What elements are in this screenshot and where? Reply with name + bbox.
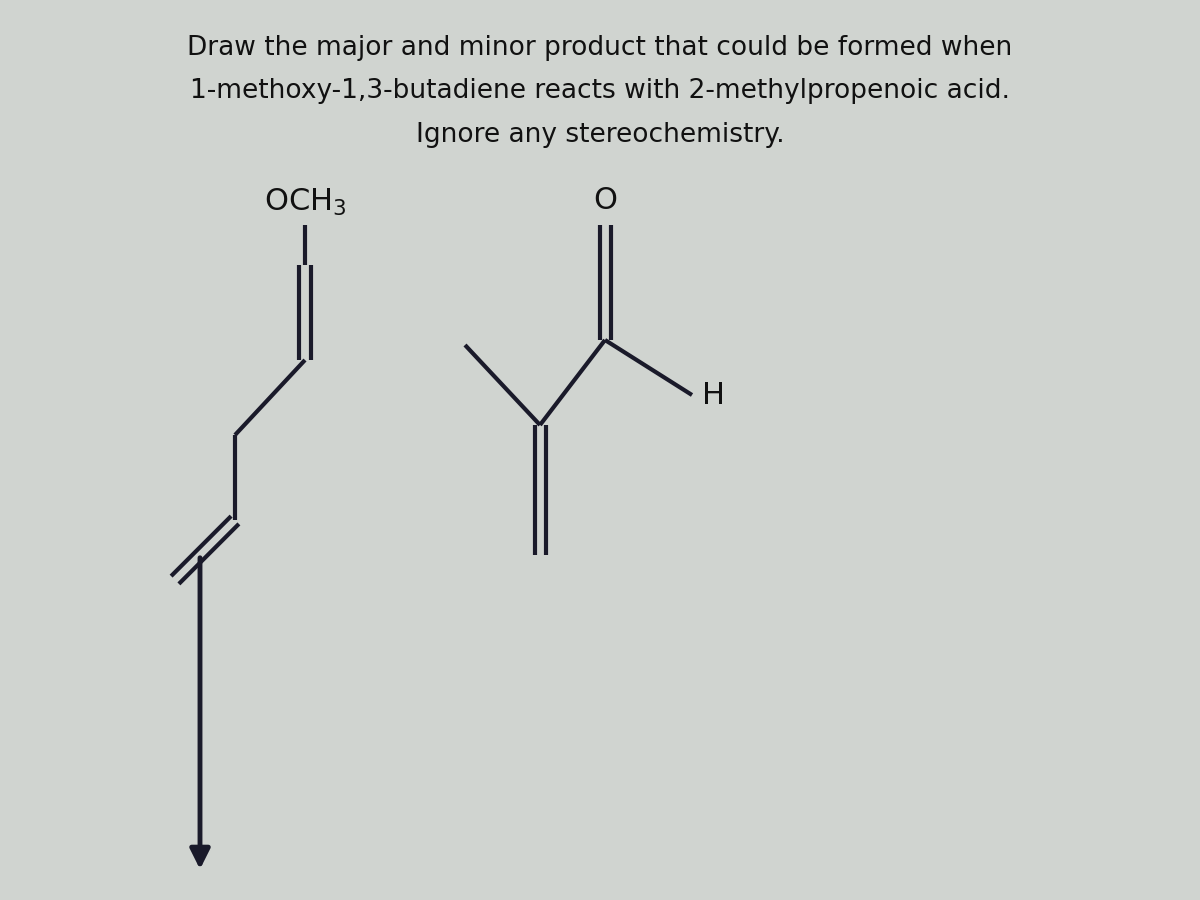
- Text: O: O: [593, 186, 617, 215]
- Text: OCH$_3$: OCH$_3$: [264, 187, 347, 218]
- Text: Draw the major and minor product that could be formed when: Draw the major and minor product that co…: [187, 35, 1013, 61]
- Text: H: H: [702, 381, 725, 410]
- Text: Ignore any stereochemistry.: Ignore any stereochemistry.: [415, 122, 785, 148]
- Text: 1-methoxy-1,3-butadiene reacts with 2-methylpropenoic acid.: 1-methoxy-1,3-butadiene reacts with 2-me…: [190, 78, 1010, 104]
